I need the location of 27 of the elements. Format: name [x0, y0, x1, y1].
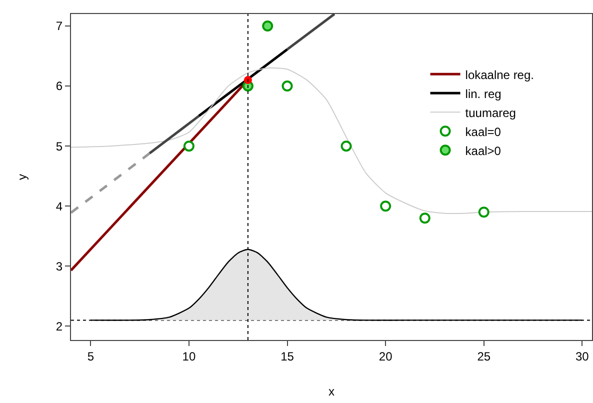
y-tick-label: 5: [56, 139, 63, 154]
legend-label: lin. reg: [465, 86, 502, 101]
y-tick-label: 3: [56, 259, 63, 274]
x-tick-label: 15: [280, 349, 294, 364]
y-tick-label: 7: [56, 19, 63, 34]
x-tick-label: 10: [182, 349, 196, 364]
legend-label: kaal>0: [465, 144, 502, 158]
point: [262, 20, 274, 32]
y-tick-label: 2: [56, 319, 63, 334]
y-tick-label: 6: [56, 79, 63, 94]
point: [478, 206, 490, 218]
point: [380, 200, 392, 212]
x-tick-label: 30: [575, 349, 590, 364]
legend-label: tuumareg: [465, 106, 516, 120]
x-axis-title: x: [328, 384, 334, 398]
x-tick-label: 5: [87, 349, 94, 364]
point: [244, 76, 252, 84]
y-axis-title: y: [15, 174, 30, 180]
x-tick-label: 20: [378, 349, 393, 364]
point: [183, 140, 194, 152]
y-tick-label: 4: [56, 199, 63, 214]
point: [282, 80, 293, 92]
point: [340, 140, 352, 152]
x-tick-label: 25: [477, 349, 491, 364]
point: [419, 212, 430, 224]
legend-label: kaal=0: [465, 124, 502, 139]
legend-label: lokaalne reg.: [465, 68, 534, 82]
